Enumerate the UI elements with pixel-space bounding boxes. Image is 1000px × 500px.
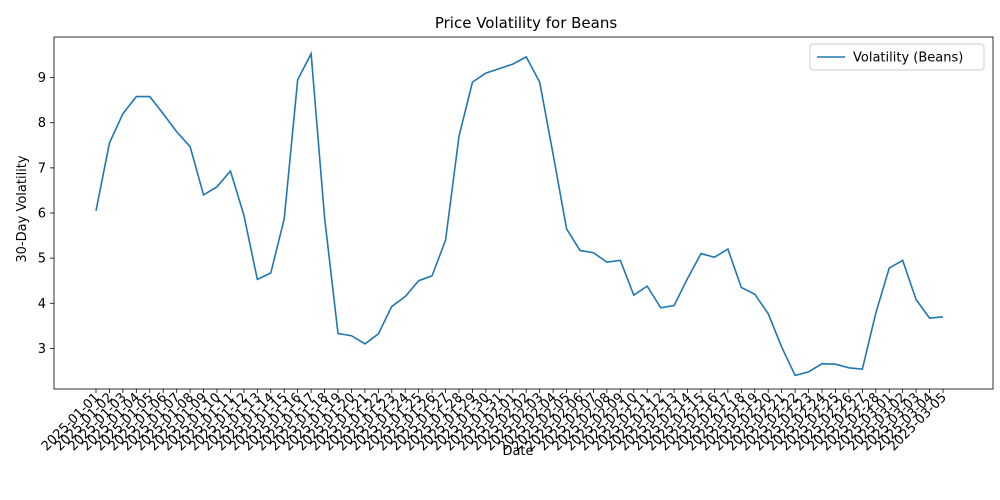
- x-axis-label: Date: [502, 444, 533, 459]
- y-axis-label: 30-Day Volatility: [15, 155, 30, 262]
- legend-label: Volatility (Beans): [853, 51, 963, 66]
- y-tick-label: 7: [38, 161, 46, 176]
- legend: Volatility (Beans): [809, 43, 985, 71]
- legend-box: [809, 43, 985, 71]
- chart-title: Price Volatility for Beans: [435, 14, 618, 32]
- y-tick-label: 6: [38, 207, 46, 222]
- plot-area-frame: [53, 36, 994, 390]
- y-axis-ticks: 3 4 5 6 7 8 9: [38, 71, 54, 357]
- y-tick-label: 4: [38, 297, 46, 312]
- y-tick-label: 5: [38, 252, 46, 267]
- y-tick-label: 8: [38, 116, 46, 131]
- y-tick-label: 3: [38, 342, 46, 357]
- y-tick-label: 9: [38, 71, 46, 86]
- volatility-series-line: [95, 50, 944, 377]
- x-axis-ticks: 2025-01-012025-01-022025-01-032025-01-04…: [39, 389, 950, 454]
